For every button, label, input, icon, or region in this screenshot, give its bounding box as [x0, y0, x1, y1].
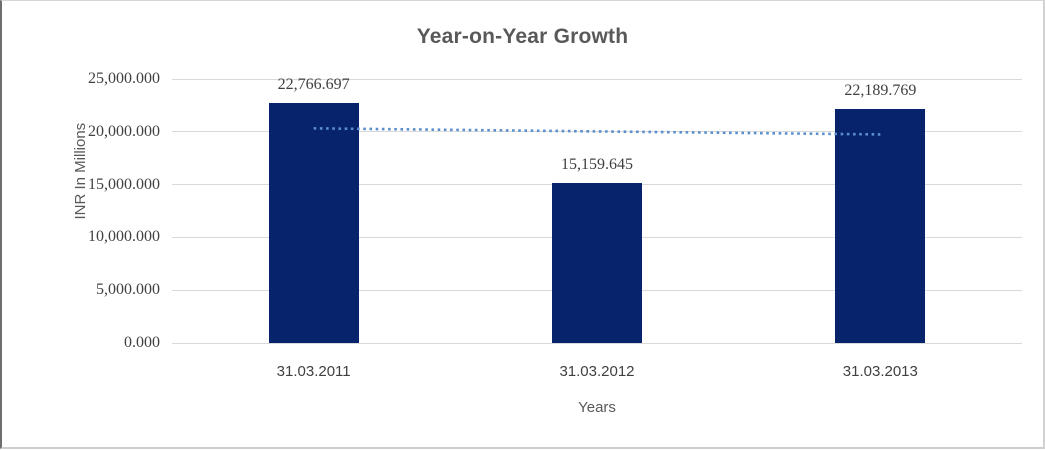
bar-31.03.2013 [835, 108, 926, 343]
y-axis-tick-label: 25,000.000 [88, 70, 160, 87]
plot-area [172, 78, 1022, 344]
y-axis-tick-label: 0.000 [124, 334, 160, 351]
gridline [172, 342, 1022, 344]
x-axis-tick-label: 31.03.2012 [559, 363, 635, 380]
y-axis-tick-label: 5,000.000 [96, 281, 160, 299]
y-axis-tick-label: 15,000.000 [88, 175, 160, 193]
bar-value-label: 15,159.645 [561, 155, 633, 173]
chart-title: Year-on-Year Growth [416, 25, 629, 48]
gridline [172, 131, 1022, 133]
bar-31.03.2011 [268, 102, 359, 343]
trendline [313, 127, 881, 136]
bar-31.03.2012 [552, 182, 642, 343]
trendline-path [313, 127, 881, 136]
x-axis-tick-label: 31.03.2011 [276, 363, 351, 380]
bar-value-label: 22,766.697 [277, 75, 350, 93]
bar-value-label: 22,189.769 [844, 81, 917, 99]
x-axis-tick-label: 31.03.2013 [842, 363, 918, 380]
y-axis-tick-label: 20,000.000 [88, 122, 160, 140]
y-axis-tick-label: 10,000.000 [88, 228, 160, 246]
gridline [172, 78, 1022, 80]
x-axis-title: Years [578, 399, 616, 416]
